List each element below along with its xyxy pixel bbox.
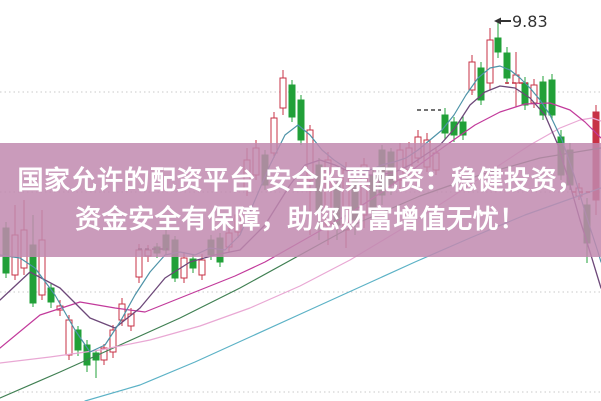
candle-down xyxy=(47,284,55,308)
candle-down xyxy=(503,47,511,84)
candle-body xyxy=(127,313,135,327)
candle-body xyxy=(459,121,467,136)
candle-down xyxy=(459,116,467,140)
candle-body xyxy=(198,259,206,276)
candle-down xyxy=(477,62,485,105)
candle-up xyxy=(109,325,117,358)
candle-up xyxy=(468,55,476,95)
candle-body xyxy=(503,52,511,79)
candle-body xyxy=(441,114,449,134)
candle-body xyxy=(477,67,485,101)
candle-body xyxy=(83,344,91,366)
candle-body xyxy=(468,61,476,91)
candle-up xyxy=(127,308,135,331)
candle-body xyxy=(189,258,197,269)
promo-overlay: 国家允许的配资平台 安全股票配资：稳健投资， 资金安全有保障，助您财富增值无忧！ xyxy=(0,143,601,257)
candle-up xyxy=(512,52,520,107)
candle-body xyxy=(494,37,502,53)
price-label: 9.83 xyxy=(512,12,548,31)
candle-down xyxy=(189,255,197,273)
candle-body xyxy=(288,84,296,118)
promo-line-2: 资金安全有保障，助您财富增值无忧！ xyxy=(75,204,526,235)
candle-down xyxy=(74,326,82,356)
candle-up xyxy=(100,344,108,365)
candle-body xyxy=(279,77,287,109)
candle-down xyxy=(441,108,449,140)
candle-body xyxy=(486,39,494,84)
candle-body xyxy=(539,81,547,116)
candle-up xyxy=(486,28,494,90)
candle-up xyxy=(279,70,287,115)
candle-down xyxy=(83,340,91,372)
candle-up xyxy=(65,315,73,360)
candle-down xyxy=(548,74,556,120)
candle-down xyxy=(494,21,502,58)
candle-body xyxy=(47,287,55,303)
candle-body xyxy=(74,329,82,351)
candle-body xyxy=(297,99,305,141)
candle-body xyxy=(109,329,117,353)
candle-down xyxy=(297,95,305,145)
promo-line-1: 国家允许的配资平台 安全股票配资：稳健投资， xyxy=(17,165,584,196)
candle-body xyxy=(180,257,188,279)
candle-body xyxy=(548,79,556,116)
candle-body xyxy=(65,319,73,356)
left-arrow-icon xyxy=(494,17,511,25)
candle-down xyxy=(288,80,296,122)
price-annotation: 9.83 xyxy=(494,12,548,31)
